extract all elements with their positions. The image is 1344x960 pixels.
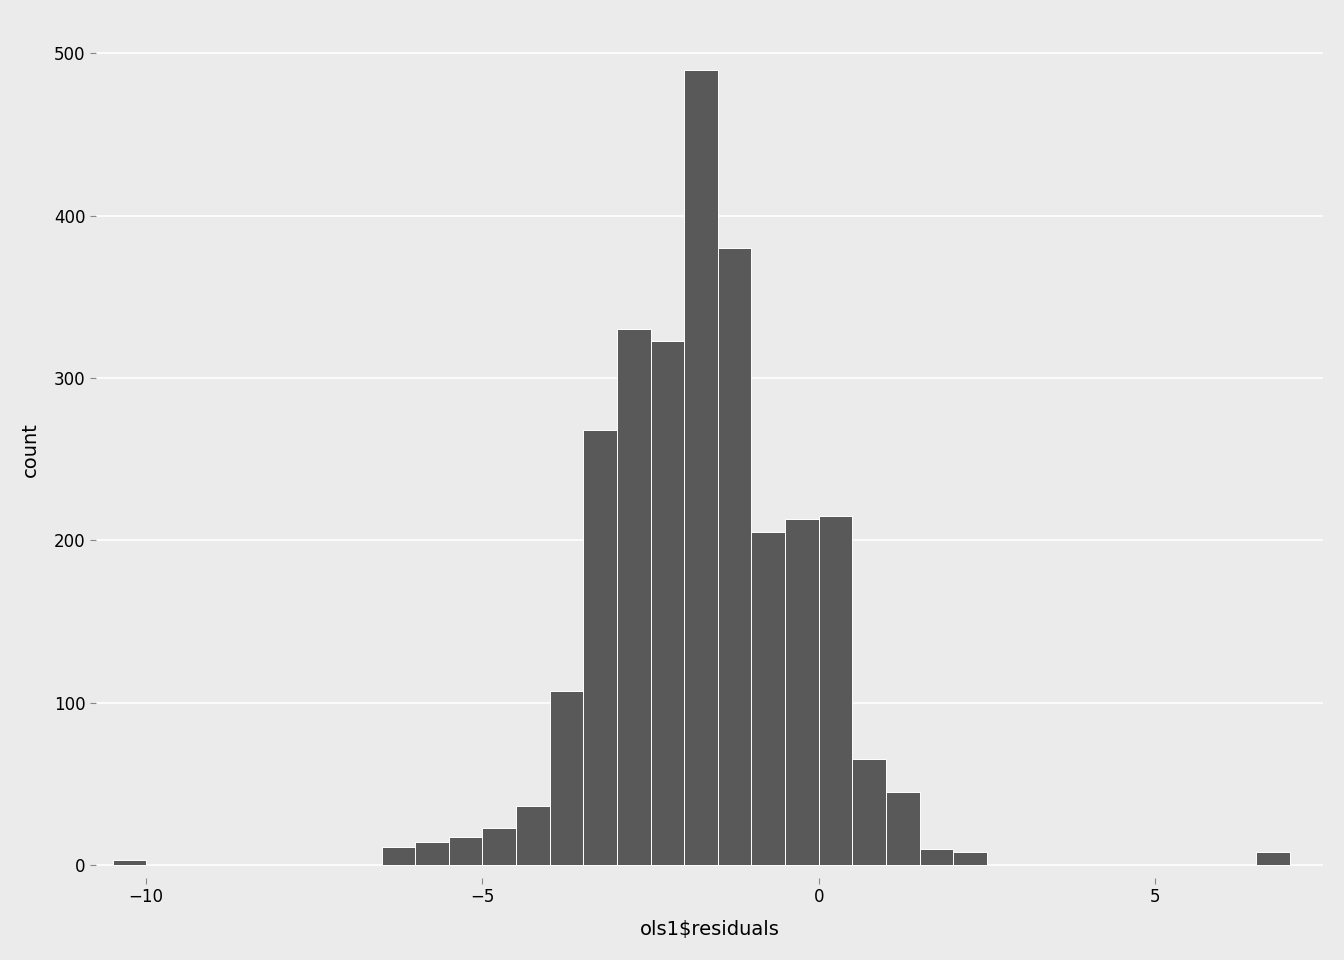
Bar [751,532,785,865]
Bar [886,792,919,865]
Bar [718,248,751,865]
Bar [650,341,684,865]
Bar [1255,852,1289,865]
Bar [482,828,516,865]
Y-axis label: count: count [22,421,40,477]
Bar [550,691,583,865]
Bar [919,849,953,865]
Bar [785,519,818,865]
Bar [684,69,718,865]
Bar [617,329,650,865]
Bar [449,837,482,865]
Bar [953,852,986,865]
Bar [113,860,146,865]
Bar [382,847,415,865]
X-axis label: ols1$residuals: ols1$residuals [640,921,780,939]
Bar [852,759,886,865]
Bar [516,806,550,865]
Bar [818,516,852,865]
Bar [415,842,449,865]
Bar [583,430,617,865]
